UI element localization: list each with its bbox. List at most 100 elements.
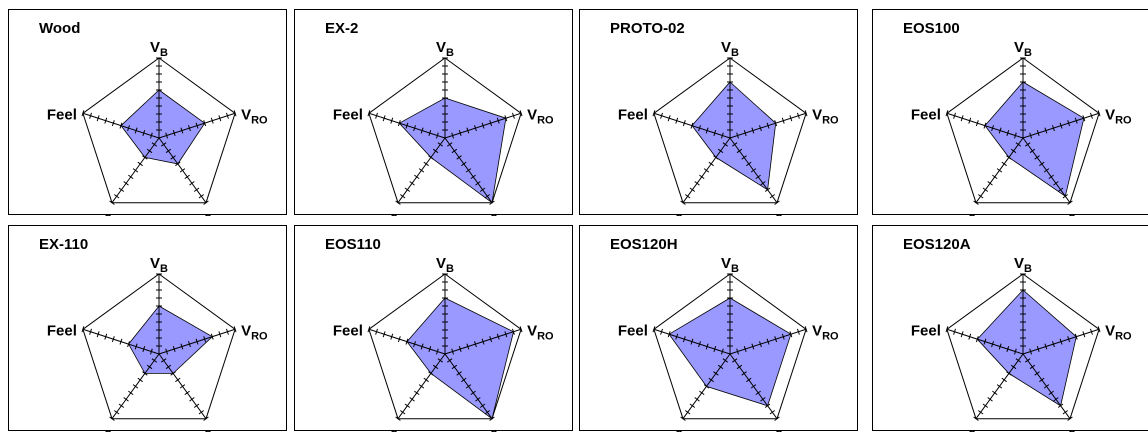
axis-tick — [1090, 112, 1093, 119]
axis-label-er: er — [1068, 426, 1081, 432]
radar-svg: VBVROereFeel — [618, 255, 839, 432]
axis-label-vro: VRO — [241, 322, 268, 342]
axis-label-main: V — [721, 255, 731, 272]
axis-tick — [1059, 122, 1063, 129]
axis-label-feel: Feel — [618, 322, 648, 339]
axis-tick — [111, 120, 115, 127]
chart-title: EOS110 — [325, 236, 381, 253]
axis-tick — [1053, 397, 1059, 402]
axis-label-er: er — [490, 210, 503, 216]
chart-title: PROTO-02 — [610, 20, 685, 37]
axis-tick — [109, 200, 115, 205]
axis-label-main: e — [775, 426, 783, 432]
axis-tick — [170, 155, 176, 160]
radar-svg: VBVROereFeel — [47, 255, 268, 432]
axis-label-main: e — [968, 426, 976, 432]
axis-tick — [804, 110, 808, 117]
axis-tick — [489, 200, 495, 205]
axis-tick — [188, 341, 191, 348]
axis-tick — [137, 377, 143, 383]
axis-label-main: V — [1014, 255, 1024, 272]
data-polygon — [406, 297, 514, 420]
axis-label-vro: VRO — [812, 106, 839, 126]
axis-label-main: V — [1105, 322, 1115, 339]
axis-tick — [1067, 200, 1073, 205]
axis-tick — [109, 416, 115, 421]
axis-label-sub: B — [1024, 47, 1032, 59]
axis-tick — [395, 416, 401, 421]
axis-tick — [755, 390, 761, 396]
chart-title: Wood — [39, 20, 81, 37]
axis-tick — [405, 338, 409, 345]
axis-tick — [451, 132, 454, 139]
axis-tick — [414, 174, 420, 180]
radar-svg: VBVROereFeel — [333, 39, 554, 216]
axis-tick — [432, 148, 439, 154]
axis-tick — [978, 410, 984, 415]
axis-label-feel: Feel — [333, 106, 363, 123]
axis-tick — [1029, 148, 1036, 154]
axis-label-sub: RO — [537, 114, 554, 126]
axis-tick — [489, 416, 495, 421]
axis-tick — [764, 187, 771, 192]
radar-panel: WoodVBVROereFeel — [8, 9, 287, 216]
axis-tick — [1052, 341, 1055, 348]
axis-tick — [1006, 155, 1012, 160]
axis-tick — [504, 115, 508, 122]
axis-label-feel: Feel — [911, 322, 941, 339]
axis-tick — [172, 130, 176, 137]
radar-panel: EOS120AVBVROereFeel — [872, 225, 1148, 432]
axis-tick — [451, 348, 454, 355]
axis-tick — [760, 181, 766, 186]
axis-tick — [1025, 142, 1031, 147]
axis-tick — [713, 371, 719, 376]
axis-tick — [1014, 348, 1017, 355]
axis-tick — [428, 346, 432, 353]
axis-tick — [405, 122, 409, 129]
axis-tick — [667, 331, 671, 338]
axis-tick — [413, 341, 416, 348]
axis-tick — [1048, 390, 1054, 396]
axis-tick — [104, 117, 108, 124]
axis-label-feel: Feel — [911, 106, 941, 123]
axis-label-e: e — [390, 426, 398, 432]
axis-label-feel: Feel — [47, 106, 77, 123]
axis-tick — [1006, 130, 1010, 137]
data-polygon — [128, 305, 213, 374]
axis-label-sub: B — [446, 263, 454, 275]
axis-tick — [717, 364, 724, 370]
axis-label-sub: RO — [1115, 114, 1132, 126]
axis-tick — [134, 343, 138, 350]
axis-tick — [170, 371, 176, 376]
axis-tick — [1090, 328, 1093, 335]
axis-tick — [1053, 181, 1059, 186]
axis-tick — [104, 333, 108, 340]
axis-tick — [188, 125, 191, 132]
axis-tick — [179, 384, 186, 389]
axis-tick — [789, 115, 793, 122]
axis-tick — [165, 148, 172, 154]
axis-tick — [992, 390, 998, 396]
axis-label-vb: VB — [436, 255, 454, 275]
axis-tick — [195, 338, 199, 345]
axis-tick — [699, 390, 705, 396]
axis-tick — [751, 127, 755, 134]
axis-tick — [982, 403, 989, 408]
axis-label-er: er — [775, 210, 788, 216]
outer-pentagon — [368, 273, 522, 420]
radar-svg: VBVROereFeel — [333, 255, 554, 432]
axis-tick — [660, 328, 663, 335]
axis-tick — [781, 333, 785, 340]
axis-tick — [996, 168, 1003, 173]
axis-tick — [804, 326, 808, 333]
axis-tick — [146, 148, 153, 154]
axis-tick — [451, 364, 458, 370]
axis-tick — [210, 117, 214, 124]
axis-tick — [118, 187, 125, 192]
axis-tick — [652, 110, 656, 117]
axis-tick — [968, 117, 972, 124]
axis-tick — [769, 410, 775, 415]
axis-tick — [432, 364, 439, 370]
axis-tick — [484, 410, 490, 415]
axis-tick — [998, 127, 1002, 134]
